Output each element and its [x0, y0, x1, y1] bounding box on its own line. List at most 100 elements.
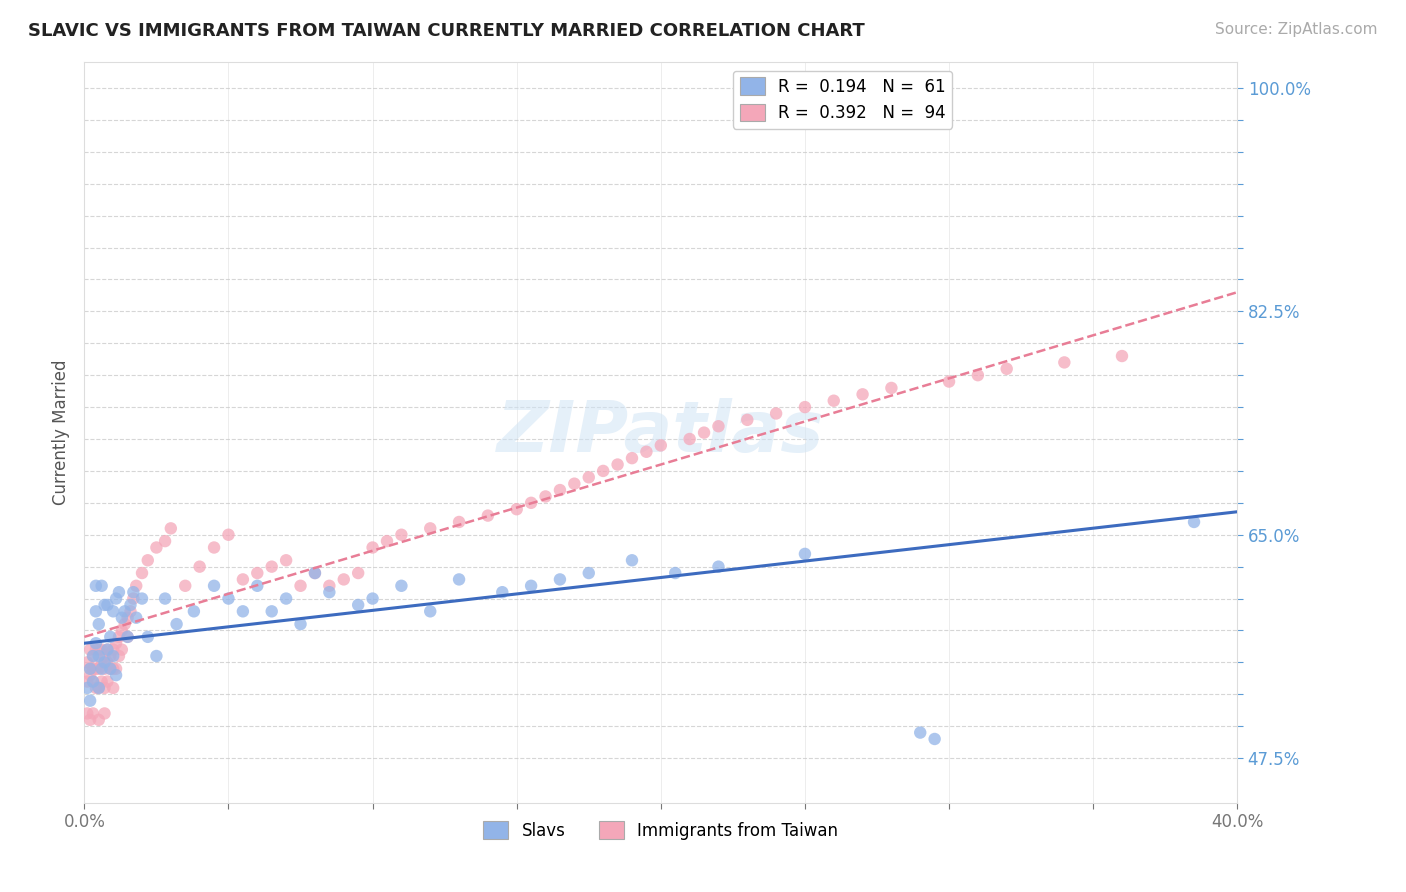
Point [419, 521, 441, 535]
Point [90, 662, 112, 676]
Point [76, 681, 98, 695]
Point [765, 407, 787, 421]
Point [520, 496, 543, 510]
Point [707, 419, 730, 434]
Point [995, 361, 1018, 376]
Point [621, 553, 644, 567]
Point [76, 706, 98, 721]
Point [737, 413, 759, 427]
Point [145, 648, 167, 663]
Point [477, 508, 499, 523]
Point [82, 648, 104, 663]
Point [506, 502, 529, 516]
Point [174, 579, 197, 593]
Point [304, 566, 326, 580]
Point [120, 604, 142, 618]
Point [79, 642, 101, 657]
Point [96, 642, 118, 657]
Point [664, 566, 686, 580]
Point [592, 464, 614, 478]
Point [304, 566, 326, 580]
Point [131, 591, 153, 606]
Point [361, 591, 384, 606]
Point [90, 642, 112, 657]
Point [391, 579, 413, 593]
Point [105, 668, 128, 682]
Point [98, 648, 121, 663]
Point [166, 617, 188, 632]
Point [90, 674, 112, 689]
Point [105, 662, 128, 676]
Point [153, 591, 176, 606]
Point [103, 604, 124, 618]
Point [82, 706, 104, 721]
Point [120, 598, 142, 612]
Point [145, 541, 167, 555]
Point [82, 674, 104, 689]
Point [246, 579, 269, 593]
Point [693, 425, 716, 440]
Point [131, 566, 153, 580]
Point [333, 573, 356, 587]
Point [160, 521, 183, 535]
Point [290, 617, 312, 632]
Point [548, 573, 571, 587]
Point [108, 585, 131, 599]
Point [218, 527, 240, 541]
Point [564, 476, 586, 491]
Point [103, 648, 124, 663]
Point [111, 642, 134, 657]
Point [122, 591, 145, 606]
Point [823, 393, 845, 408]
Point [76, 656, 98, 670]
Point [290, 579, 312, 593]
Point [84, 604, 107, 618]
Point [534, 490, 557, 504]
Point [96, 656, 118, 670]
Point [202, 579, 225, 593]
Point [82, 662, 104, 676]
Point [136, 630, 159, 644]
Point [910, 725, 932, 739]
Point [967, 368, 990, 383]
Point [794, 400, 817, 414]
Point [375, 534, 398, 549]
Point [260, 604, 283, 618]
Point [548, 483, 571, 497]
Point [79, 662, 101, 676]
Point [347, 598, 370, 612]
Point [117, 611, 139, 625]
Point [82, 674, 104, 689]
Point [938, 375, 960, 389]
Point [87, 713, 110, 727]
Legend: Slavs, Immigrants from Taiwan: Slavs, Immigrants from Taiwan [477, 814, 845, 847]
Point [93, 598, 115, 612]
Point [90, 579, 112, 593]
Point [621, 451, 644, 466]
Point [276, 553, 298, 567]
Point [103, 681, 124, 695]
Point [114, 617, 136, 632]
Point [98, 662, 121, 676]
Point [924, 731, 946, 746]
Point [852, 387, 875, 401]
Point [1182, 515, 1205, 529]
Point [125, 579, 148, 593]
Point [1111, 349, 1133, 363]
Point [84, 636, 107, 650]
Point [79, 662, 101, 676]
Point [276, 591, 298, 606]
Point [103, 642, 124, 657]
Text: SLAVIC VS IMMIGRANTS FROM TAIWAN CURRENTLY MARRIED CORRELATION CHART: SLAVIC VS IMMIGRANTS FROM TAIWAN CURRENT… [28, 22, 865, 40]
Point [794, 547, 817, 561]
Text: Source: ZipAtlas.com: Source: ZipAtlas.com [1215, 22, 1378, 37]
Point [1053, 355, 1076, 369]
Point [79, 668, 101, 682]
Point [93, 656, 115, 670]
Point [79, 694, 101, 708]
Point [87, 648, 110, 663]
Y-axis label: Currently Married: Currently Married [52, 359, 70, 506]
Point [419, 604, 441, 618]
Point [491, 585, 513, 599]
Point [707, 559, 730, 574]
